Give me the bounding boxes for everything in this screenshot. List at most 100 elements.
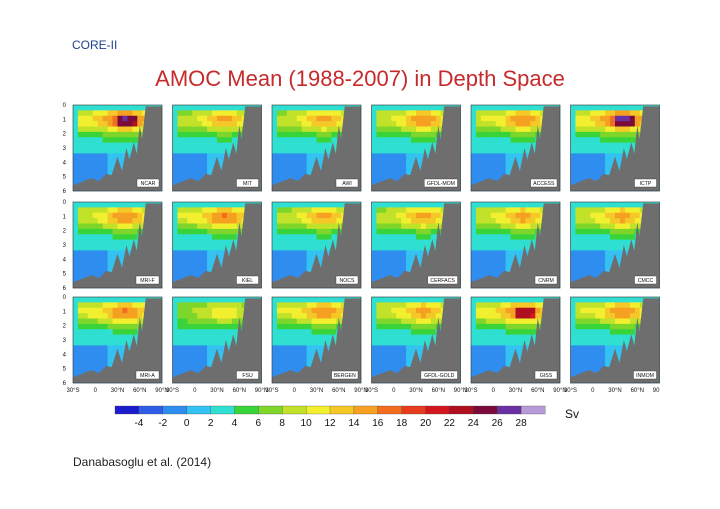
amoc-cell xyxy=(172,323,178,330)
amoc-cell xyxy=(525,137,531,143)
amoc-cell xyxy=(515,207,521,214)
amoc-cell xyxy=(505,110,511,117)
amoc-cell xyxy=(416,340,422,346)
amoc-cell xyxy=(296,218,302,224)
amoc-cell xyxy=(600,261,606,267)
amoc-cell xyxy=(276,218,283,224)
amoc-cell xyxy=(406,334,412,341)
amoc-cell xyxy=(440,110,446,117)
amoc-cell xyxy=(207,340,213,346)
amoc-cell xyxy=(634,207,641,214)
amoc-cell xyxy=(286,245,293,251)
amoc-cell xyxy=(117,245,123,251)
amoc-cell xyxy=(301,340,307,346)
amoc-cell xyxy=(505,302,511,309)
amoc-cell xyxy=(595,218,601,224)
amoc-cell xyxy=(376,329,382,335)
amoc-cell xyxy=(381,115,387,122)
amoc-cell xyxy=(471,271,477,278)
amoc-cell xyxy=(386,137,392,143)
amoc-cell xyxy=(515,202,521,208)
amoc-cell xyxy=(236,115,243,122)
amoc-cell xyxy=(525,218,531,224)
amoc-cell xyxy=(92,261,99,267)
amoc-cell xyxy=(272,361,278,368)
amoc-cell xyxy=(102,250,108,257)
amoc-cell xyxy=(619,131,626,138)
amoc-cell xyxy=(177,169,183,176)
amoc-cell xyxy=(92,142,99,149)
amoc-cell xyxy=(207,218,213,224)
amoc-cell xyxy=(77,266,84,273)
amoc-cell xyxy=(520,307,526,314)
amoc-cell xyxy=(182,142,188,149)
amoc-cell xyxy=(420,212,427,219)
amoc-cell xyxy=(207,266,213,273)
amoc-cell xyxy=(73,350,79,357)
amoc-cell xyxy=(376,153,382,160)
amoc-cell xyxy=(371,250,377,257)
amoc-cell xyxy=(306,126,312,133)
amoc-cell xyxy=(530,115,536,122)
amoc-cell xyxy=(221,207,228,214)
amoc-cell xyxy=(331,223,337,230)
amoc-cell xyxy=(107,158,113,165)
amoc-cell xyxy=(391,153,397,160)
amoc-cell xyxy=(281,110,288,117)
amoc-cell xyxy=(376,302,382,309)
amoc-cell xyxy=(480,164,487,170)
amoc-cell xyxy=(306,105,312,111)
amoc-cell xyxy=(82,334,89,341)
amoc-cell xyxy=(425,121,432,127)
bathymetry-land xyxy=(272,106,361,191)
amoc-cell xyxy=(336,105,342,111)
amoc-cell xyxy=(97,164,103,170)
amoc-cell xyxy=(515,302,521,309)
amoc-cell xyxy=(580,174,586,181)
amoc-cell xyxy=(420,340,427,346)
amoc-cell xyxy=(221,239,228,246)
amoc-cell xyxy=(172,366,178,373)
amoc-cell xyxy=(272,307,278,314)
amoc-cell xyxy=(471,228,477,235)
amoc-cell xyxy=(401,297,407,303)
amoc-cell xyxy=(107,131,113,138)
amoc-cell xyxy=(221,313,228,319)
amoc-cell xyxy=(391,207,397,214)
amoc-cell xyxy=(610,223,616,230)
amoc-cell xyxy=(376,271,382,278)
amoc-panel: CMCC xyxy=(570,201,660,289)
amoc-cell xyxy=(386,356,392,362)
amoc-cell xyxy=(490,261,497,267)
amoc-cell xyxy=(624,110,631,117)
amoc-cell xyxy=(97,169,103,176)
amoc-cell xyxy=(396,158,402,165)
amoc-cell xyxy=(272,212,278,219)
amoc-cell xyxy=(371,318,377,325)
panel-frame xyxy=(271,201,362,289)
amoc-cell xyxy=(401,266,407,273)
amoc-cell xyxy=(585,212,591,219)
amoc-cell xyxy=(82,340,89,346)
amoc-cell xyxy=(92,212,99,219)
amoc-cell xyxy=(530,131,536,138)
amoc-cell xyxy=(182,234,188,240)
amoc-cell xyxy=(182,202,188,208)
amoc-cell xyxy=(515,329,521,335)
amoc-cell xyxy=(127,250,133,257)
amoc-cell xyxy=(272,245,278,251)
amoc-cell xyxy=(172,350,178,357)
amoc-cell xyxy=(97,313,103,319)
amoc-cell xyxy=(480,366,487,373)
amoc-cell xyxy=(231,334,238,341)
amoc-cell xyxy=(475,142,482,149)
model-label: GFDL-GOLD xyxy=(424,373,455,379)
amoc-cell xyxy=(515,105,521,111)
amoc-cell xyxy=(172,212,178,219)
amoc-cell xyxy=(575,174,581,181)
amoc-cell xyxy=(515,228,521,235)
amoc-cell xyxy=(425,126,432,133)
amoc-cell xyxy=(192,228,198,235)
amoc-cell xyxy=(226,137,233,143)
amoc-cell xyxy=(376,115,382,122)
